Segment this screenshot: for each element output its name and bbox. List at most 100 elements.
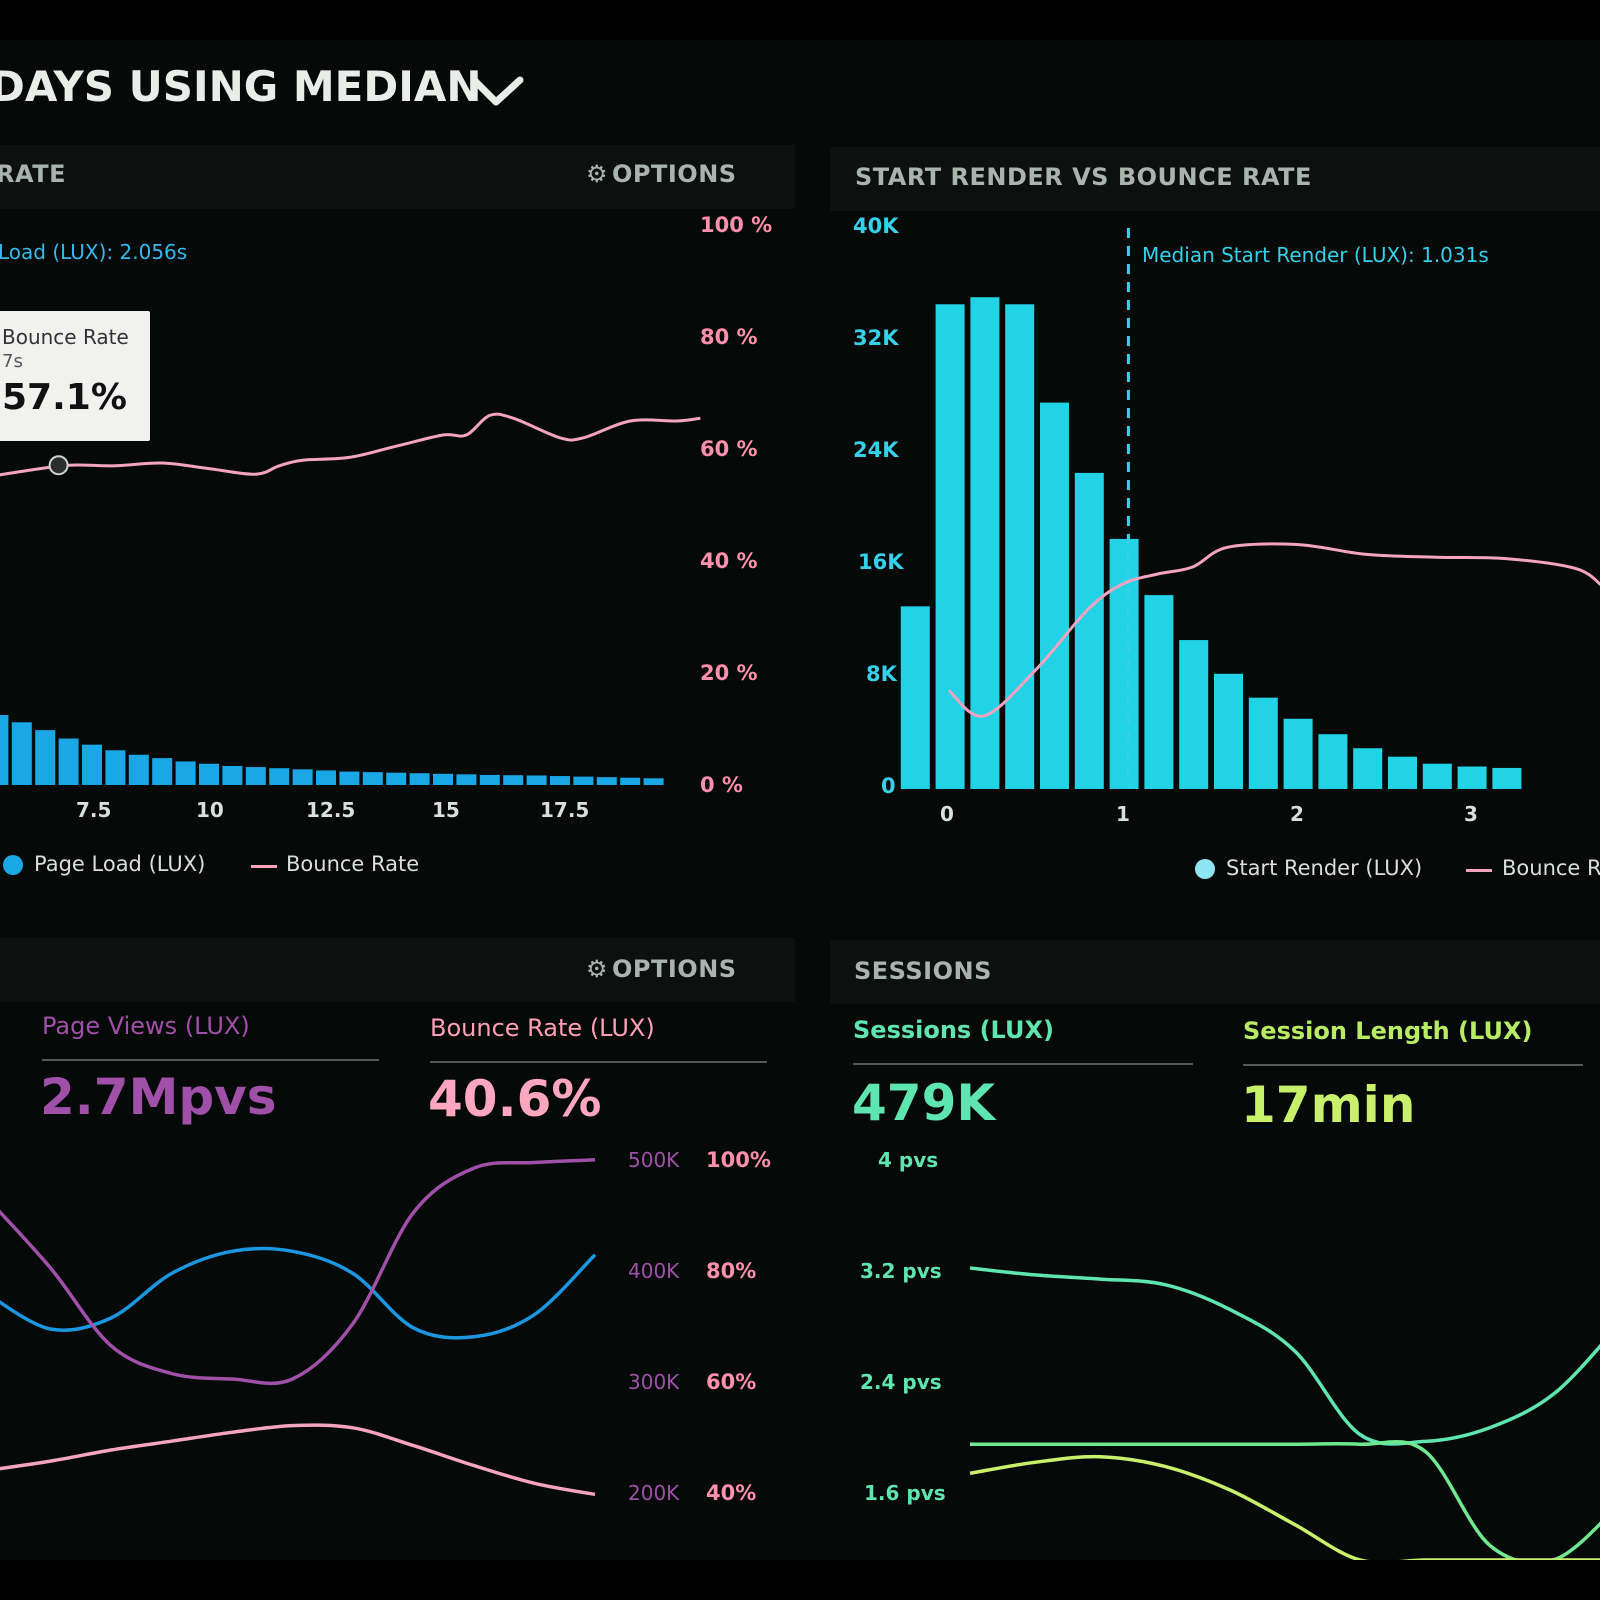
page-load-bar	[82, 744, 102, 785]
page-load-bar	[386, 772, 407, 785]
page-load-bar	[11, 722, 32, 785]
median-page-load-label: Load (LUX): 2.056s	[0, 240, 188, 264]
bounce-rate-series-line	[0, 1423, 596, 1497]
gear-icon: ⚙	[586, 160, 609, 188]
y-tick-label: 24K	[853, 438, 899, 462]
y-tick-label: 0	[881, 774, 896, 798]
start-render-bar	[1457, 766, 1487, 789]
y-tick-label: 60 %	[700, 437, 758, 461]
start-render-bar	[1318, 734, 1348, 789]
tooltip-value: 57.1%	[2, 377, 127, 418]
x-tick-label: 3	[1464, 802, 1478, 826]
x-tick-label: 12.5	[306, 798, 356, 822]
start-render-bar	[1248, 697, 1278, 789]
page-views-metric-label: Page Views (LUX)	[42, 1012, 250, 1040]
y-tick-label: 0 %	[700, 773, 743, 797]
sessions-panel-header	[830, 940, 1600, 1004]
bounce-rate-legend-label[interactable]: Bounce Rate	[286, 852, 420, 876]
page-load-legend-label[interactable]: Page Load (LUX)	[34, 852, 206, 876]
page-title: DAYS USING MEDIAN	[0, 62, 482, 111]
median-start-render-label: Median Start Render (LUX): 1.031s	[1142, 243, 1489, 267]
bounce-rate-tooltip: Bounce Rate 7s 57.1%	[0, 311, 150, 441]
start-render-legend-label[interactable]: Start Render (LUX)	[1226, 856, 1423, 880]
page-load-bar	[479, 774, 500, 785]
page-views-options-button[interactable]: ⚙ OPTIONS	[586, 955, 737, 983]
session-length-metric-value: 17min	[1241, 1076, 1416, 1134]
bounce-rate-metric-value: 40.6%	[428, 1070, 602, 1128]
bounce-rate-line	[0, 412, 701, 477]
page-load-bar	[128, 754, 149, 785]
page-load-bar	[316, 770, 336, 785]
gear-icon: ⚙	[586, 955, 609, 983]
y-tick-label: 8K	[866, 662, 897, 686]
session-length-series-line	[969, 1454, 1600, 1565]
start-render-bar	[1109, 538, 1139, 789]
divider	[1243, 1064, 1583, 1066]
bounce-rate-legend-label-2[interactable]: Bounce R	[1502, 856, 1600, 880]
start-render-bar	[1214, 673, 1243, 789]
y-tick-label: 40 %	[700, 549, 758, 573]
start-render-panel-header	[830, 147, 1600, 211]
page-load-options-button[interactable]: ⚙ OPTIONS	[586, 160, 737, 188]
x-tick-label: 17.5	[540, 798, 590, 822]
x-tick-label: 7.5	[76, 798, 112, 822]
y-tick-label: 3.2 pvs	[860, 1259, 942, 1283]
sessions-metric-value: 479K	[852, 1074, 996, 1132]
y-tick-label: 100 %	[700, 213, 773, 237]
y-tick-label: 100%	[706, 1148, 771, 1172]
session-length-metric-label: Session Length (LUX)	[1243, 1017, 1533, 1045]
divider	[42, 1059, 379, 1061]
start-render-bar	[1144, 595, 1174, 789]
page-load-bar	[550, 776, 570, 785]
page-load-bar	[596, 777, 617, 785]
start-render-bar	[1283, 718, 1313, 789]
start-render-bar	[1179, 640, 1209, 789]
bottom-bezel	[0, 1560, 1600, 1600]
bounce-rate-legend-line-2	[1466, 869, 1492, 872]
divider	[430, 1061, 767, 1063]
start-render-bar	[1492, 767, 1522, 789]
page-load-bar	[269, 768, 290, 785]
page-load-bar	[245, 767, 266, 785]
bounce-rate-metric-label: Bounce Rate (LUX)	[430, 1014, 655, 1042]
page-load-bar	[643, 778, 664, 785]
y-tick-label: 4 pvs	[878, 1148, 939, 1172]
page-load-bar	[0, 715, 9, 785]
options-label: OPTIONS	[612, 955, 737, 983]
y-tick-label: 60%	[706, 1370, 757, 1394]
page-load-bar	[339, 771, 360, 785]
page-load-bar	[409, 773, 430, 785]
start-render-legend-dot	[1195, 859, 1215, 879]
x-tick-label: 15	[432, 798, 460, 822]
y-tick-label: 200K	[628, 1481, 680, 1505]
x-tick-label: 1	[1116, 802, 1130, 826]
chevron-down-icon[interactable]	[470, 72, 530, 112]
page-load-legend-dot	[3, 855, 23, 875]
start-render-bar	[1422, 763, 1452, 789]
start-render-bar	[1040, 402, 1069, 789]
start-render-bar	[935, 304, 965, 789]
y-tick-label: 300K	[628, 1370, 680, 1394]
page-load-bar	[503, 775, 524, 785]
page-load-bar	[152, 758, 173, 785]
sessions-metric-label: Sessions (LUX)	[853, 1016, 1054, 1044]
page-load-panel-title: RATE	[0, 160, 66, 188]
start-render-bar	[900, 606, 930, 789]
page-load-bar	[35, 730, 56, 785]
y-tick-label: 40K	[853, 214, 899, 238]
page-title-part1: DAYS USING	[0, 62, 279, 111]
x-tick-label: 2	[1290, 802, 1304, 826]
page-load-bar	[526, 775, 547, 785]
y-tick-label: 32K	[853, 326, 899, 350]
y-tick-label: 80%	[706, 1259, 757, 1283]
bounce-rate-line	[947, 542, 1600, 718]
start-render-bar	[1074, 472, 1104, 789]
options-label: OPTIONS	[612, 160, 737, 188]
page-load-bar	[573, 776, 594, 785]
page-load-bar	[222, 765, 243, 785]
y-tick-label: 20 %	[700, 661, 758, 685]
sessions-panel-title: SESSIONS	[854, 957, 992, 985]
x-tick-label: 10	[196, 798, 224, 822]
